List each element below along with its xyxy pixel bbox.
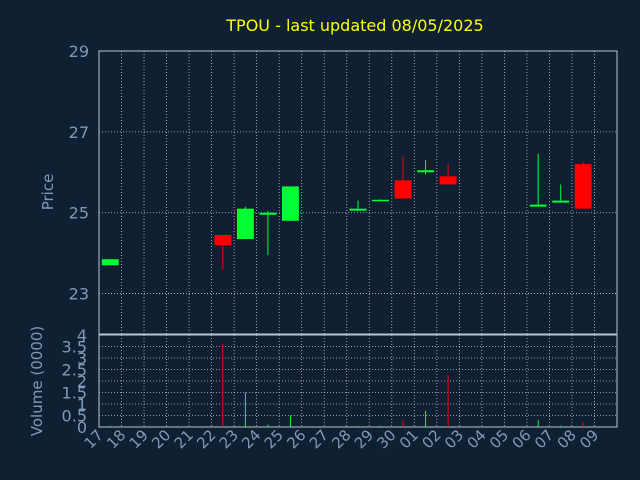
candle-body xyxy=(214,234,232,246)
candle-body xyxy=(394,180,412,199)
price-panel: 23 25 27 29 xyxy=(69,42,618,335)
price-tick-label: 25 xyxy=(69,204,89,223)
volume-tick-label: 1.5 xyxy=(62,384,87,403)
volume-tick-label: 3 xyxy=(77,349,87,368)
candle-body xyxy=(236,208,254,239)
volume-tick-label: 2 xyxy=(77,372,87,391)
candle-body xyxy=(529,204,547,207)
volume-tick-label: 0.5 xyxy=(62,407,87,426)
x-axis: 1718192021222324252627282930010203040506… xyxy=(81,426,603,452)
price-axis-label: Price xyxy=(39,174,57,211)
chart-title: TPOU - last updated 08/05/2025 xyxy=(225,16,483,35)
volume-axis-label: Volume (0000) xyxy=(28,326,46,436)
price-tick-label: 23 xyxy=(69,285,89,304)
candle-body xyxy=(259,212,277,215)
x-tick-label: 09 xyxy=(576,426,602,452)
candle-body xyxy=(574,164,592,209)
candle-body xyxy=(439,176,457,185)
price-panel-frame xyxy=(98,50,618,335)
volume-tick-label: 2.5 xyxy=(62,361,87,380)
price-tick-label: 27 xyxy=(69,123,89,142)
volume-tick-label: 4 xyxy=(77,326,87,345)
candle-body xyxy=(101,259,119,266)
volume-panel: 00.511.522.533.54 xyxy=(62,326,618,437)
price-tick-label: 29 xyxy=(69,42,89,61)
volume-tick-label: 3.5 xyxy=(62,338,87,357)
candle-body xyxy=(552,200,570,203)
candle-body xyxy=(281,186,299,221)
candle-body xyxy=(349,208,367,211)
x-axis-label: Day xyxy=(333,457,363,475)
candle-body xyxy=(417,170,435,173)
candle-body xyxy=(372,199,389,202)
volume-tick-label: 1 xyxy=(77,395,87,414)
volume-tick-label: 0 xyxy=(77,418,87,437)
